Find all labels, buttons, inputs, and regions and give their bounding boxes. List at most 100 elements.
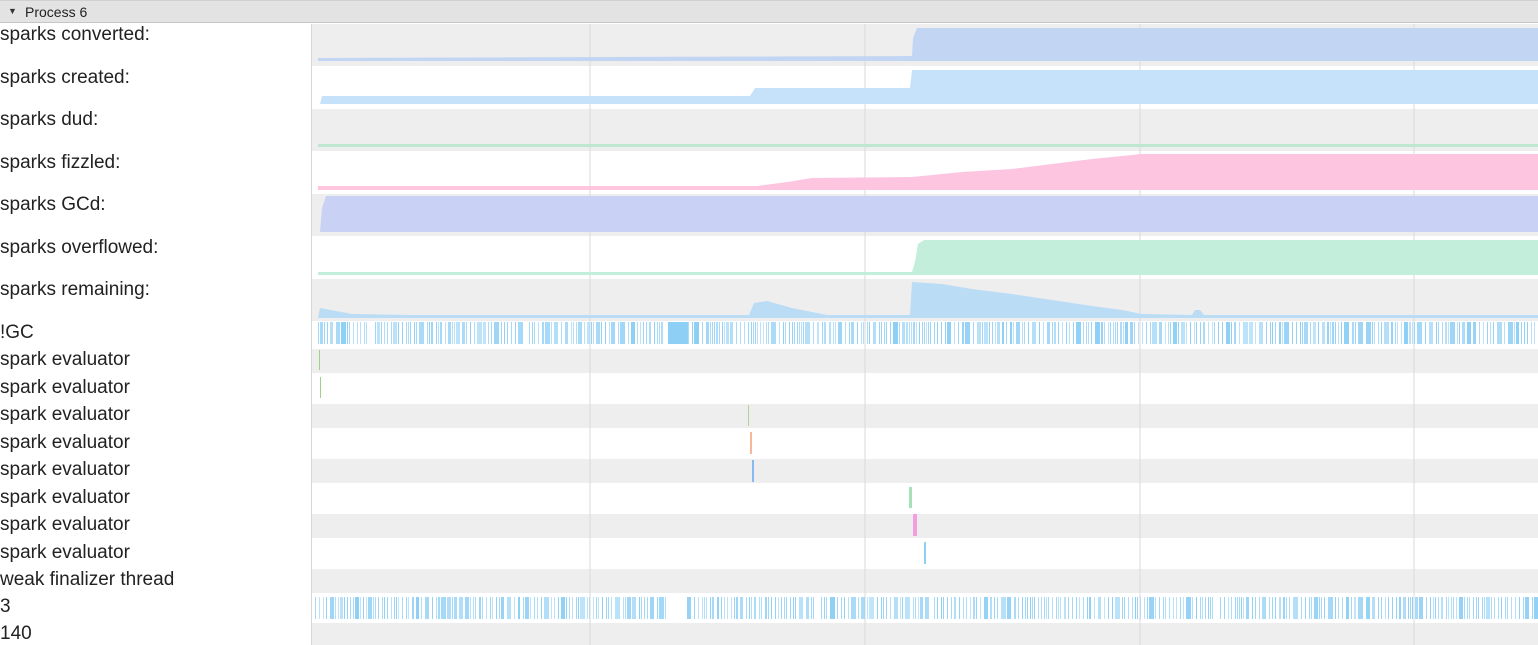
activity-tick — [746, 597, 747, 619]
timeline-tracks[interactable] — [312, 24, 1538, 645]
activity-tick — [918, 597, 919, 619]
activity-tick — [1002, 322, 1004, 344]
activity-tick — [841, 597, 842, 619]
activity-tick — [598, 597, 599, 619]
activity-tick — [1352, 322, 1354, 344]
row-background-band — [312, 569, 1538, 593]
activity-tick — [1293, 597, 1298, 619]
activity-tick — [1286, 597, 1287, 619]
activity-tick — [970, 597, 971, 619]
row-label-thread-140: 140 — [0, 623, 32, 644]
activity-tick — [1491, 597, 1492, 619]
activity-tick — [1255, 597, 1256, 619]
process-header[interactable]: ▼ Process 6 — [0, 0, 1538, 23]
activity-tick — [353, 597, 354, 619]
activity-tick — [1210, 597, 1211, 619]
activity-tick — [391, 322, 392, 344]
activity-tick — [416, 597, 419, 619]
panel-divider[interactable] — [311, 24, 312, 645]
activity-tick — [1200, 597, 1201, 619]
activity-tick — [628, 322, 629, 344]
activity-tick — [402, 322, 403, 344]
activity-tick — [336, 322, 340, 344]
activity-tick — [1018, 597, 1019, 619]
activity-tick — [962, 322, 964, 344]
activity-tick — [1296, 322, 1297, 344]
activity-tick — [627, 597, 631, 619]
activity-tick — [702, 597, 703, 619]
activity-tick — [1064, 597, 1066, 619]
activity-tick — [1272, 597, 1273, 619]
activity-tick — [1531, 322, 1532, 344]
activity-tick — [1494, 597, 1495, 619]
activity-tick — [1044, 597, 1045, 619]
activity-tick — [494, 322, 499, 344]
activity-tick — [1173, 322, 1177, 344]
activity-tick — [1115, 322, 1116, 344]
activity-tick — [990, 597, 992, 619]
activity-tick — [659, 322, 660, 344]
row-label-spark-evaluator-7: spark evaluator — [0, 514, 130, 535]
activity-tick — [1130, 322, 1133, 344]
activity-tick — [1203, 322, 1205, 344]
activity-tick — [644, 597, 645, 619]
activity-tick — [943, 597, 944, 619]
activity-tick — [1030, 597, 1031, 619]
activity-tick — [1095, 322, 1100, 344]
activity-tick — [1112, 597, 1113, 619]
activity-tick — [779, 322, 780, 344]
activity-tick — [1478, 597, 1479, 619]
row-label-sparks-gcd: sparks GCd: — [0, 194, 106, 215]
activity-tick — [501, 597, 504, 619]
activity-tick — [569, 597, 570, 619]
activity-tick — [335, 597, 336, 619]
activity-tick — [1399, 597, 1401, 619]
activity-tick — [1165, 322, 1166, 344]
activity-tick — [736, 597, 738, 619]
activity-tick — [1504, 322, 1505, 344]
row-label-spark-evaluator-6: spark evaluator — [0, 487, 130, 508]
activity-tick — [694, 597, 695, 619]
collapse-triangle-icon[interactable]: ▼ — [8, 6, 17, 16]
activity-tick — [925, 597, 929, 619]
activity-tick — [454, 322, 455, 344]
activity-tick — [1104, 597, 1105, 619]
activity-tick — [1159, 322, 1162, 344]
activity-tick — [1176, 597, 1177, 619]
graph-sparks-dud — [318, 144, 1538, 147]
activity-tick — [1125, 322, 1128, 344]
activity-tick — [736, 322, 737, 344]
activity-tick — [1284, 322, 1289, 344]
activity-tick — [1330, 322, 1331, 344]
activity-tick — [849, 322, 850, 344]
activity-tick — [1318, 322, 1319, 344]
row-background-band — [312, 514, 1538, 538]
activity-tick — [698, 597, 699, 619]
activity-tick — [861, 322, 862, 344]
activity-tick — [822, 322, 823, 344]
activity-tick — [1508, 322, 1513, 344]
activity-tick — [427, 322, 428, 344]
activity-tick — [639, 597, 640, 619]
activity-tick — [1032, 322, 1036, 344]
activity-tick — [1490, 322, 1491, 344]
activity-tick — [474, 322, 475, 344]
activity-tick — [387, 597, 388, 619]
activity-tick — [1305, 597, 1306, 619]
activity-tick — [327, 322, 328, 344]
activity-tick — [1196, 322, 1197, 344]
activity-tick — [1438, 597, 1439, 619]
activity-tick — [716, 322, 718, 344]
activity-tick — [785, 322, 786, 344]
activity-tick — [1122, 597, 1123, 619]
activity-tick — [726, 322, 729, 344]
activity-tick — [657, 322, 658, 344]
activity-tick — [1159, 597, 1160, 619]
activity-tick — [643, 322, 644, 344]
activity-tick — [587, 597, 588, 619]
activity-tick — [1453, 597, 1454, 619]
activity-tick — [790, 597, 791, 619]
activity-tick — [483, 322, 486, 344]
activity-tick — [1354, 597, 1356, 619]
activity-tick — [1072, 597, 1073, 619]
